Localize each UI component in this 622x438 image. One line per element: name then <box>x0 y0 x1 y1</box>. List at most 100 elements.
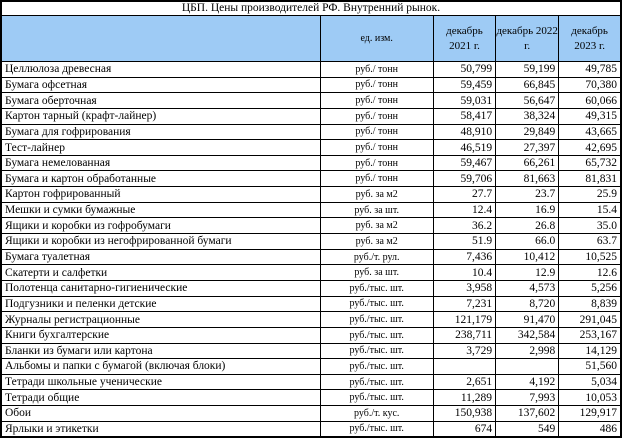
price-cell-dec-2021: 121,179 <box>432 311 497 328</box>
unit-cell: руб./ тонн <box>319 92 434 109</box>
price-cell-dec-2021: 48,910 <box>432 123 497 141</box>
price-cell-dec-2021: 58,417 <box>432 107 497 125</box>
price-cell-dec-2022: 66,845 <box>495 76 560 94</box>
price-cell-dec-2022: 66.0 <box>495 233 560 250</box>
product-name-cell: Мешки и сумки бумажные <box>0 201 321 219</box>
price-cell-dec-2023: 253,167 <box>558 326 622 344</box>
price-cell-dec-2022: 7,993 <box>495 389 560 407</box>
table-row: Бумага туалетная руб./т. рул. 7,436 10,412 1… <box>0 248 622 266</box>
table-row: Книги бухгалтерские руб./тыс. шт. 238,711 3… <box>0 326 622 344</box>
price-cell-dec-2023: 43,665 <box>558 123 622 141</box>
unit-cell: руб./тыс. шт. <box>319 342 434 360</box>
price-cell-dec-2022: 81,663 <box>495 170 560 188</box>
price-cell-dec-2022: 4,573 <box>495 279 560 297</box>
unit-cell: руб./ тонн <box>319 61 434 78</box>
price-cell-dec-2023: 42,695 <box>558 139 622 156</box>
product-name-cell: Бумага офсетная <box>0 76 321 94</box>
unit-cell: руб./тыс. шт. <box>319 311 434 328</box>
price-cell-dec-2021: 59,467 <box>432 154 497 172</box>
price-cell-dec-2021: 3,958 <box>432 279 497 297</box>
product-name-cell: Бумага немелованная <box>0 154 321 172</box>
price-cell-dec-2022: 4,192 <box>495 373 560 391</box>
product-name-cell: Подгузники и пеленки детские <box>0 295 321 313</box>
unit-cell: руб. за м2 <box>319 217 434 235</box>
price-cell-dec-2022: 91,470 <box>495 311 560 328</box>
product-name-cell: Альбомы и папки с бумагой (включая блоки… <box>0 358 321 375</box>
unit-cell: руб./ тонн <box>319 154 434 172</box>
unit-cell: руб./тыс. шт. <box>319 358 434 375</box>
price-cell-dec-2023: 14,129 <box>558 342 622 360</box>
table-row: Ящики и коробки из негофрированной бумаг… <box>0 233 622 250</box>
col-header-product <box>0 15 321 62</box>
unit-cell: руб./ тонн <box>319 139 434 156</box>
price-cell-dec-2022: 12.9 <box>495 264 560 281</box>
price-cell-dec-2023: 8,839 <box>558 295 622 313</box>
price-cell-dec-2023: 60,066 <box>558 92 622 109</box>
product-name-cell: Бумага для гофрирования <box>0 123 321 141</box>
product-name-cell: Журналы регистрационные <box>0 311 321 328</box>
product-name-cell: Полотенца санитарно-гигиенические <box>0 279 321 297</box>
product-name-cell: Обои <box>0 405 321 422</box>
unit-cell: руб./тыс. шт. <box>319 326 434 344</box>
price-cell-dec-2021: 11,289 <box>432 389 497 407</box>
unit-cell: руб./тыс. шт. <box>319 279 434 297</box>
product-name-cell: Ярлыки и этикетки <box>0 420 321 438</box>
price-cell-dec-2023: 5,034 <box>558 373 622 391</box>
price-cell-dec-2023: 35.0 <box>558 217 622 235</box>
product-name-cell: Тетради школьные ученические <box>0 373 321 391</box>
price-cell-dec-2021: 12.4 <box>432 201 497 219</box>
price-cell-dec-2021: 7,231 <box>432 295 497 313</box>
price-cell-dec-2023: 12.6 <box>558 264 622 281</box>
table-row: Бумага офсетная руб./ тонн 59,459 66,845 70,… <box>0 76 622 94</box>
price-cell-dec-2022 <box>495 358 560 375</box>
col-header-dec-2022: декабрь 2022 г. <box>495 15 560 62</box>
unit-cell: руб./тыс. шт. <box>319 373 434 391</box>
col-header-dec-2021: декабрь 2021 г. <box>432 15 497 62</box>
price-cell-dec-2021: 2,651 <box>432 373 497 391</box>
price-cell-dec-2022: 23.7 <box>495 186 560 203</box>
product-name-cell: Картон гофрированный <box>0 186 321 203</box>
table-row: Ярлыки и этикетки руб./тыс. шт. 674 549 486 <box>0 420 622 438</box>
table-row: Тетради общие руб./тыс. шт. 11,289 7,993 10,… <box>0 389 622 407</box>
table-row: Полотенца санитарно-гигиенические руб./ты… <box>0 279 622 297</box>
unit-cell: руб. за шт. <box>319 264 434 281</box>
table-row: Целлюлоза древесная руб./ тонн 50,799 59,19… <box>0 61 622 78</box>
table-row: Бланки из бумаги или картона руб./тыс. шт… <box>0 342 622 360</box>
product-name-cell: Тест-лайнер <box>0 139 321 156</box>
table-body: Целлюлоза древесная руб./ тонн 50,799 59,19… <box>0 61 622 438</box>
price-cell-dec-2021: 51.9 <box>432 233 497 250</box>
table-row: Бумага и картон обработанные руб./ тонн 59… <box>0 170 622 188</box>
price-cell-dec-2021: 7,436 <box>432 248 497 266</box>
price-cell-dec-2022: 59,199 <box>495 61 560 78</box>
price-cell-dec-2021: 674 <box>432 420 497 438</box>
price-cell-dec-2023: 51,560 <box>558 358 622 375</box>
table-row: Скатерти и салфетки руб. за шт. 10.4 12.9 12… <box>0 264 622 281</box>
product-name-cell: Бумага и картон обработанные <box>0 170 321 188</box>
price-cell-dec-2022: 16.9 <box>495 201 560 219</box>
product-name-cell: Бумага оберточная <box>0 92 321 109</box>
price-cell-dec-2021: 3,729 <box>432 342 497 360</box>
header-row: ед. изм. декабрь 2021 г. декабрь 2022 г.… <box>0 15 622 62</box>
price-cell-dec-2022: 549 <box>495 420 560 438</box>
product-name-cell: Бланки из бумаги или картона <box>0 342 321 360</box>
table-row: Бумага для гофрирования руб./ тонн 48,910 2… <box>0 123 622 141</box>
price-cell-dec-2023: 65,732 <box>558 154 622 172</box>
price-cell-dec-2023: 10,525 <box>558 248 622 266</box>
price-cell-dec-2021 <box>432 358 497 375</box>
price-cell-dec-2021: 59,031 <box>432 92 497 109</box>
col-header-dec-2023: декабрь 2023 г. <box>558 15 622 62</box>
price-cell-dec-2021: 46,519 <box>432 139 497 156</box>
price-cell-dec-2021: 59,706 <box>432 170 497 188</box>
price-cell-dec-2022: 137,602 <box>495 405 560 422</box>
product-name-cell: Картон тарный (крафт-лайнер) <box>0 107 321 125</box>
price-cell-dec-2022: 10,412 <box>495 248 560 266</box>
table-row: Подгузники и пеленки детские руб./тыс. шт… <box>0 295 622 313</box>
unit-cell: руб./тыс. шт. <box>319 389 434 407</box>
table-row: Бумага немелованная руб./ тонн 59,467 66,26… <box>0 154 622 172</box>
price-cell-dec-2022: 56,647 <box>495 92 560 109</box>
price-cell-dec-2023: 70,380 <box>558 76 622 94</box>
price-cell-dec-2022: 26.8 <box>495 217 560 235</box>
unit-cell: руб. за м2 <box>319 186 434 203</box>
price-cell-dec-2023: 5,256 <box>558 279 622 297</box>
price-cell-dec-2021: 150,938 <box>432 405 497 422</box>
